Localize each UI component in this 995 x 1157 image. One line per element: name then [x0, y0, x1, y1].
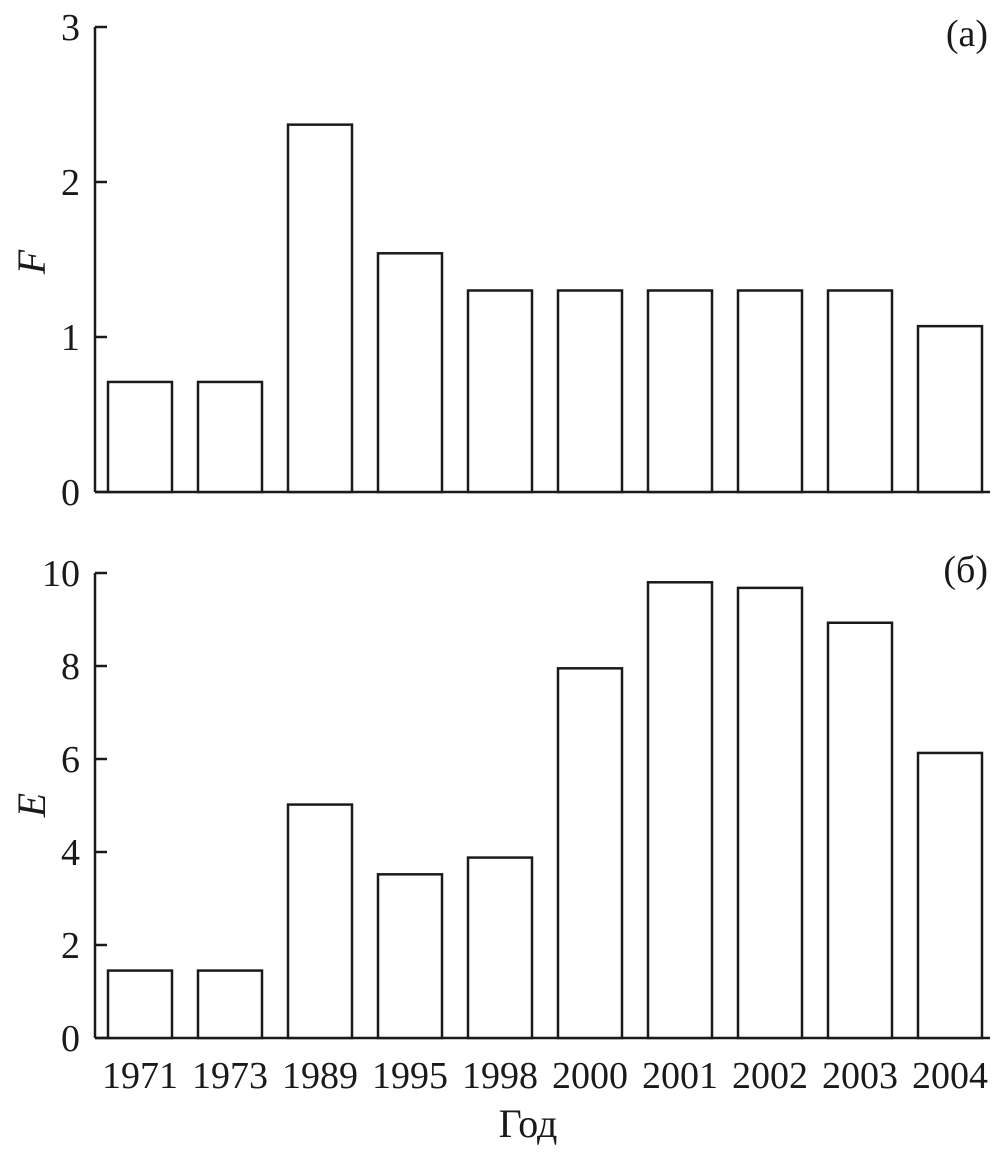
panel-b-x-axis-title: Год — [499, 1101, 558, 1146]
panel-a-bar-1998 — [466, 289, 534, 494]
panel-b: 0 2 4 6 8 10 1971 1973 1989 1995 1998 2000 2001 2002… — [9, 549, 990, 1146]
panel-a-bar-2002 — [736, 289, 804, 494]
panel-a: 0 1 2 3 (а) F — [9, 7, 990, 514]
panel-a-bars — [106, 123, 984, 494]
panel-b-x-tick-label: 1973 — [192, 1055, 268, 1097]
panel-b-y-ticks: 0 2 4 6 8 10 — [42, 553, 107, 1060]
panel-b-x-tick-label: 2003 — [822, 1055, 898, 1097]
panel-b-x-tick-label: 2002 — [732, 1055, 808, 1097]
panel-b-x-tick-label: 1995 — [372, 1055, 448, 1097]
panel-b-x-tick-label: 2004 — [912, 1055, 988, 1097]
panel-b-y-tick-label: 10 — [42, 553, 80, 595]
panel-b-x-tick-label: 1998 — [462, 1055, 538, 1097]
panel-b-label: (б) — [943, 549, 988, 591]
panel-a-y-tick-label: 3 — [61, 7, 80, 49]
panel-b-bar-2000 — [556, 667, 624, 1040]
panel-b-y-tick-label: 6 — [61, 739, 80, 781]
panel-a-bar-2000 — [556, 289, 624, 494]
panel-b-bar-1971 — [106, 969, 174, 1040]
panel-b-y-tick-label: 0 — [61, 1018, 80, 1060]
panel-b-x-tick-label: 1971 — [102, 1055, 178, 1097]
panel-a-y-tick-label: 0 — [61, 472, 80, 514]
panel-b-bar-1973 — [196, 969, 264, 1040]
panel-a-label: (а) — [946, 13, 988, 55]
panel-b-y-tick-label: 4 — [61, 832, 80, 874]
panel-b-x-tick-label: 2000 — [552, 1055, 628, 1097]
panel-b-y-tick-label: 8 — [61, 646, 80, 688]
panel-a-y-ticks: 0 1 2 3 — [61, 7, 107, 514]
panel-b-x-tick-label: 2001 — [642, 1055, 718, 1097]
panel-b-bar-1995 — [376, 873, 444, 1040]
panel-a-y-axis-title: F — [9, 249, 54, 275]
panel-a-bar-2001 — [646, 289, 714, 494]
panel-b-y-tick-label: 2 — [61, 925, 80, 967]
panel-b-x-tick-label: 1989 — [282, 1055, 358, 1097]
panel-a-bar-2003 — [826, 289, 894, 494]
panel-a-y-tick-label: 2 — [61, 162, 80, 204]
panel-a-bar-2004 — [916, 324, 984, 494]
panel-a-y-tick-label: 1 — [61, 317, 80, 359]
panel-a-bar-1973 — [196, 380, 264, 494]
panel-b-bar-2001 — [646, 581, 714, 1040]
panel-b-bar-2003 — [826, 621, 894, 1040]
panel-b-bars — [106, 581, 984, 1040]
panel-a-bar-1995 — [376, 252, 444, 494]
panel-a-bar-1971 — [106, 380, 174, 494]
panel-b-bar-1989 — [286, 803, 354, 1040]
panel-b-bar-2004 — [916, 751, 984, 1040]
panel-b-bar-2002 — [736, 586, 804, 1040]
panel-b-y-axis-title: E — [9, 793, 54, 818]
panel-a-bar-1989 — [286, 123, 354, 494]
panel-b-bar-1998 — [466, 856, 534, 1040]
panel-b-x-tick-labels: 1971 1973 1989 1995 1998 2000 2001 2002 2003 2004 — [102, 1055, 988, 1097]
